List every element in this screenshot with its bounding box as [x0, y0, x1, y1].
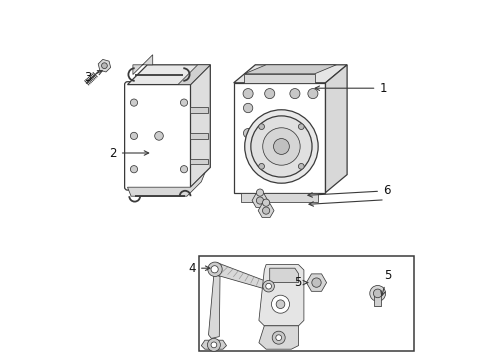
Circle shape [262, 207, 269, 214]
Circle shape [276, 300, 284, 309]
Text: 2: 2 [109, 147, 148, 159]
Polygon shape [325, 65, 346, 193]
Circle shape [262, 128, 300, 165]
FancyBboxPatch shape [124, 82, 193, 190]
Circle shape [102, 63, 107, 68]
Circle shape [265, 283, 271, 289]
Polygon shape [178, 65, 210, 85]
Circle shape [298, 163, 304, 169]
Circle shape [258, 163, 264, 169]
Circle shape [373, 289, 381, 298]
Text: 6: 6 [307, 184, 389, 197]
Circle shape [298, 124, 304, 130]
Circle shape [271, 295, 289, 313]
Circle shape [263, 280, 274, 292]
Bar [190, 107, 208, 113]
Polygon shape [269, 268, 298, 283]
Bar [190, 133, 208, 139]
Polygon shape [233, 65, 346, 83]
Circle shape [256, 197, 263, 204]
Circle shape [207, 338, 220, 351]
Circle shape [264, 89, 274, 99]
Text: 3: 3 [84, 71, 102, 84]
Polygon shape [201, 340, 226, 349]
Circle shape [289, 89, 299, 99]
Text: 4: 4 [188, 262, 209, 275]
Bar [199, 256, 413, 351]
Text: 1: 1 [314, 82, 386, 95]
Bar [190, 159, 208, 165]
Circle shape [211, 342, 216, 348]
Circle shape [272, 331, 285, 344]
Polygon shape [208, 274, 220, 338]
Circle shape [180, 166, 187, 173]
Polygon shape [258, 326, 298, 349]
Circle shape [243, 103, 252, 113]
Polygon shape [133, 55, 152, 75]
Circle shape [130, 132, 137, 140]
Circle shape [307, 89, 317, 99]
Polygon shape [244, 65, 336, 74]
Circle shape [369, 285, 385, 301]
Circle shape [180, 99, 187, 106]
Circle shape [130, 99, 137, 106]
Circle shape [256, 189, 263, 196]
Text: 5: 5 [380, 269, 391, 296]
Circle shape [244, 110, 318, 183]
Circle shape [258, 124, 264, 130]
Polygon shape [190, 65, 210, 187]
Circle shape [207, 262, 222, 276]
Circle shape [243, 129, 252, 138]
Bar [374, 293, 380, 306]
Polygon shape [127, 173, 204, 196]
Polygon shape [210, 263, 269, 290]
Text: 5: 5 [293, 276, 307, 289]
Circle shape [262, 199, 269, 206]
Circle shape [273, 139, 289, 154]
Circle shape [275, 335, 281, 341]
Circle shape [211, 266, 218, 273]
Circle shape [243, 89, 253, 99]
Circle shape [311, 278, 321, 287]
Bar [233, 83, 325, 193]
Circle shape [250, 116, 311, 177]
Circle shape [154, 132, 163, 140]
Polygon shape [127, 65, 210, 85]
Bar [244, 74, 314, 83]
Polygon shape [258, 265, 303, 326]
Polygon shape [241, 193, 318, 202]
Circle shape [130, 166, 137, 173]
